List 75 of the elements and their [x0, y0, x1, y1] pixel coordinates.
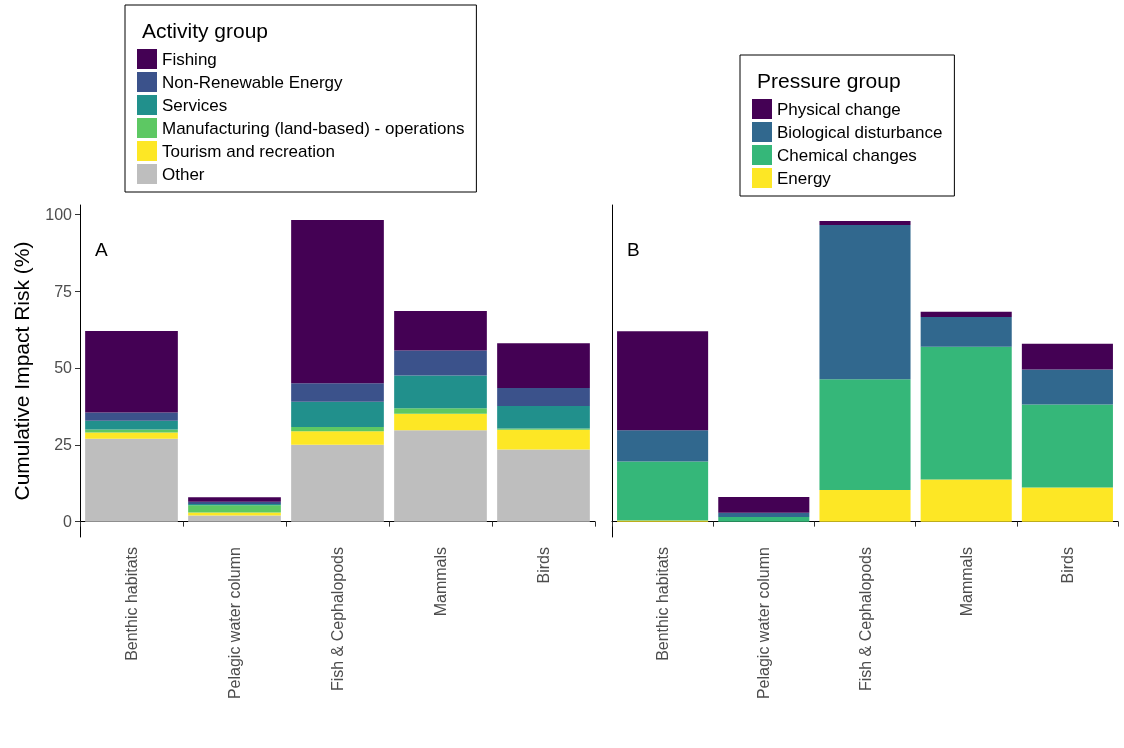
bar [1021, 369, 1113, 405]
bar [291, 383, 384, 402]
legend-label: Services [162, 95, 228, 115]
bar [497, 343, 590, 388]
bar [291, 444, 384, 522]
bar [188, 505, 281, 513]
bar [85, 432, 178, 439]
bar [819, 489, 911, 522]
bar [394, 430, 487, 522]
legend-title: Pressure group [757, 69, 901, 92]
legend-label: Manufacturing (land-based) - operations [162, 118, 465, 138]
x-tick-label: Mammals [957, 547, 975, 617]
bar [1021, 343, 1113, 370]
bar [819, 220, 911, 225]
bar [617, 430, 709, 462]
bar [497, 449, 590, 522]
x-tick-label: Birds [1058, 547, 1076, 584]
legend-label: Chemical changes [777, 145, 917, 165]
bar [819, 379, 911, 490]
bar [920, 346, 1012, 480]
legend-label: Energy [777, 168, 832, 188]
x-tick-label: Fish & Cephalopods [856, 547, 874, 692]
bar [85, 429, 178, 433]
x-tick-label: Birds [535, 547, 552, 584]
legend-label: Fishing [162, 49, 217, 69]
bar [497, 387, 590, 407]
bar [920, 479, 1012, 522]
x-tick-label: Mammals [432, 547, 449, 617]
bar [291, 220, 384, 384]
bar [920, 311, 1012, 317]
bar [188, 515, 281, 522]
bar [85, 331, 178, 413]
bar [497, 429, 590, 450]
bar [291, 431, 384, 445]
y-tick-label: 75 [54, 282, 73, 300]
bar [291, 401, 384, 427]
bar [394, 413, 487, 431]
y-tick-label: 50 [54, 359, 73, 377]
legend-label: Biological disturbance [777, 122, 943, 142]
legend-title: Activity group [142, 19, 269, 42]
legend-label: Physical change [777, 99, 901, 119]
bar [718, 517, 810, 522]
bar [617, 331, 709, 431]
x-tick-label: Pelagic water column [226, 547, 243, 700]
bar [291, 426, 384, 432]
annotation: A [95, 239, 108, 260]
bar [85, 438, 178, 522]
x-tick-label: Benthic habitats [123, 547, 140, 661]
bar [617, 461, 709, 521]
y-axis-title: Cumulative Impact Risk (%) [10, 241, 33, 501]
bar [394, 375, 487, 409]
bar [920, 316, 1012, 347]
bar [1021, 404, 1113, 488]
bar [497, 406, 590, 429]
y-tick-label: 0 [63, 513, 73, 531]
bar [718, 497, 810, 513]
y-tick-label: 25 [54, 436, 73, 454]
annotation: B [627, 239, 640, 260]
bar [188, 497, 281, 502]
legend-label: Tourism and recreation [162, 141, 335, 161]
x-tick-label: Pelagic water column [755, 547, 773, 700]
bar [394, 408, 487, 414]
bar [394, 311, 487, 351]
legend-label: Other [162, 164, 205, 184]
bar [1021, 487, 1113, 522]
bar [718, 512, 810, 518]
bar [819, 224, 911, 380]
bar [85, 412, 178, 421]
x-tick-label: Benthic habitats [654, 547, 672, 661]
x-tick-label: Fish & Cephalopods [329, 547, 346, 692]
bar [394, 350, 487, 376]
y-tick-label: 100 [45, 205, 73, 223]
bar [188, 512, 281, 516]
legend-label: Non-Renewable Energy [162, 72, 343, 92]
bar [85, 420, 178, 430]
